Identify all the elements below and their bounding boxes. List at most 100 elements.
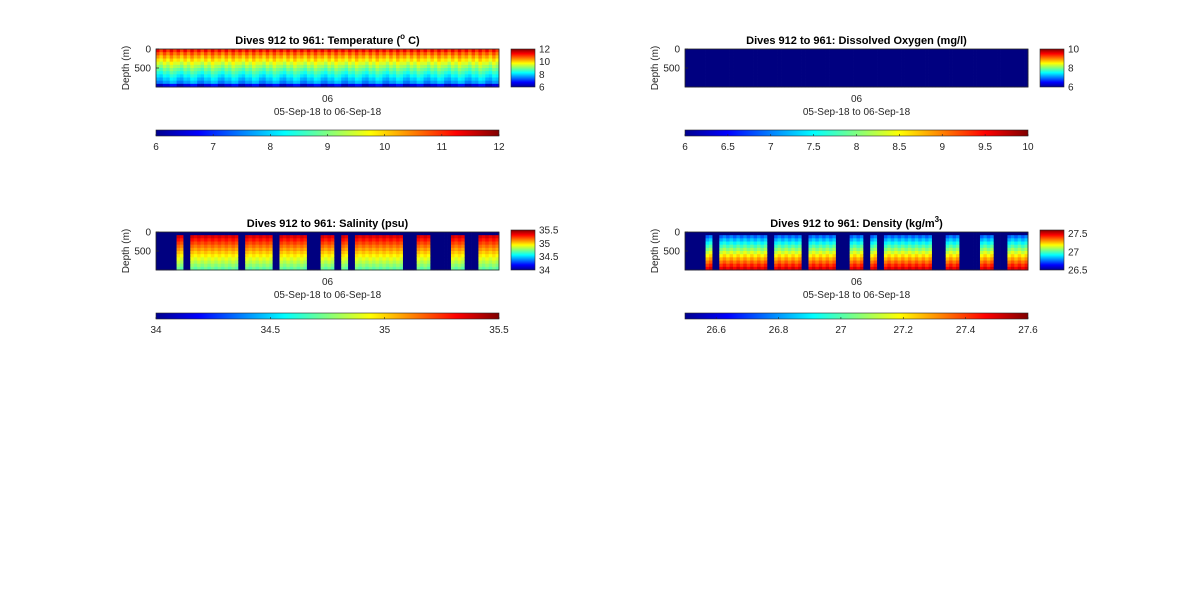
heatmap-cell	[204, 80, 208, 85]
heatmap-cell	[832, 257, 837, 261]
heatmap-cell	[183, 49, 188, 53]
heatmap-cell	[966, 257, 971, 261]
heatmap-cell	[300, 260, 304, 265]
heatmap-cell	[928, 61, 933, 66]
heatmap-cell	[1000, 257, 1005, 261]
heatmap-cell	[392, 247, 397, 252]
bottom-colorbar-tick-label: 8	[268, 142, 274, 153]
heatmap-cell	[832, 68, 837, 72]
heatmap-cell	[272, 52, 277, 56]
heatmap-cell	[781, 61, 785, 66]
heatmap-cell	[392, 80, 397, 85]
heatmap-cell	[426, 232, 431, 236]
heatmap-cell	[444, 80, 448, 85]
heatmap-cell	[348, 49, 352, 53]
heatmap-cell	[739, 257, 744, 261]
heatmap-cell	[952, 58, 957, 63]
heatmap-cell	[842, 80, 847, 85]
heatmap-cell	[873, 55, 878, 59]
heatmap-cell	[447, 74, 452, 78]
heatmap-cell	[402, 55, 407, 59]
heatmap-cell	[729, 77, 734, 82]
heatmap-cell	[457, 257, 462, 261]
heatmap-cell	[437, 83, 442, 88]
heatmap-cell	[488, 266, 493, 271]
heatmap-cell	[457, 263, 462, 268]
heatmap-cell	[159, 260, 164, 265]
heatmap-cell	[815, 68, 820, 72]
heatmap-cell	[207, 80, 212, 85]
heatmap-cell	[162, 80, 167, 85]
heatmap-cell	[739, 61, 744, 66]
bottom-colorbar-tick-label: 11	[437, 142, 448, 153]
heatmap-cell	[1021, 260, 1025, 265]
heatmap-cell	[1021, 55, 1025, 59]
heatmap-cell	[478, 257, 483, 261]
heatmap-cell	[296, 71, 301, 75]
heatmap-cell	[186, 260, 191, 265]
heatmap-cell	[430, 74, 435, 78]
heatmap-cell	[478, 61, 483, 66]
heatmap-cell	[763, 238, 768, 242]
heatmap-cell	[279, 71, 284, 75]
heatmap-cell	[1010, 238, 1015, 242]
heatmap-cell	[317, 244, 321, 249]
heatmap-cell	[317, 266, 321, 271]
heatmap-cell	[423, 244, 428, 249]
heatmap-cell	[293, 235, 297, 239]
heatmap-cell	[1010, 68, 1015, 72]
heatmap-cell	[743, 58, 748, 63]
heatmap-cell	[200, 257, 205, 261]
heatmap-cell	[798, 61, 802, 66]
heatmap-cell	[760, 52, 765, 56]
heatmap-cell	[887, 71, 892, 75]
heatmap-cell	[883, 52, 888, 56]
heatmap-cell	[739, 58, 744, 63]
heatmap-cell	[1007, 80, 1012, 85]
heatmap-cell	[406, 247, 411, 252]
heatmap-cell	[262, 68, 267, 72]
heatmap-cell	[327, 58, 332, 63]
heatmap-cell	[282, 83, 287, 88]
heatmap-cell	[450, 266, 455, 271]
heatmap-cell	[890, 61, 895, 66]
heatmap-cell	[468, 49, 472, 53]
heatmap-cell	[334, 61, 339, 66]
heatmap-cell	[382, 58, 387, 63]
heatmap-cell	[444, 263, 448, 268]
heatmap-cell	[1007, 247, 1012, 252]
heatmap-cell	[938, 68, 943, 72]
heatmap-cell	[437, 247, 442, 252]
heatmap-cell	[495, 232, 500, 236]
heatmap-cell	[293, 257, 297, 261]
heatmap-cell	[698, 260, 703, 265]
heatmap-cell	[303, 238, 308, 242]
heatmap-cell	[341, 77, 345, 82]
heatmap-cell	[258, 52, 263, 56]
heatmap-cell	[1000, 260, 1005, 265]
heatmap-cell	[402, 263, 407, 268]
heatmap-cell	[726, 61, 730, 66]
heatmap-cell	[822, 263, 826, 268]
heatmap-cell	[709, 74, 713, 78]
heatmap-cell	[938, 263, 943, 268]
heatmap-cell	[976, 257, 981, 261]
heatmap-cell	[474, 232, 479, 236]
heatmap-cell	[959, 80, 964, 85]
heatmap-cell	[712, 235, 717, 239]
heatmap-cell	[368, 260, 373, 265]
heatmap-cell	[330, 238, 335, 242]
heatmap-cell	[805, 49, 809, 53]
heatmap-cell	[433, 71, 438, 75]
heatmap-cell	[234, 83, 239, 88]
heatmap-cell	[351, 61, 356, 66]
heatmap-cell	[166, 247, 171, 252]
heatmap-cell	[935, 241, 940, 246]
heatmap-cell	[990, 251, 995, 255]
heatmap-cell	[846, 64, 850, 69]
heatmap-cell	[811, 266, 816, 271]
heatmap-cell	[739, 52, 744, 56]
heatmap-cell	[945, 235, 950, 239]
heatmap-cell	[969, 254, 974, 258]
heatmap-cell	[300, 61, 304, 66]
